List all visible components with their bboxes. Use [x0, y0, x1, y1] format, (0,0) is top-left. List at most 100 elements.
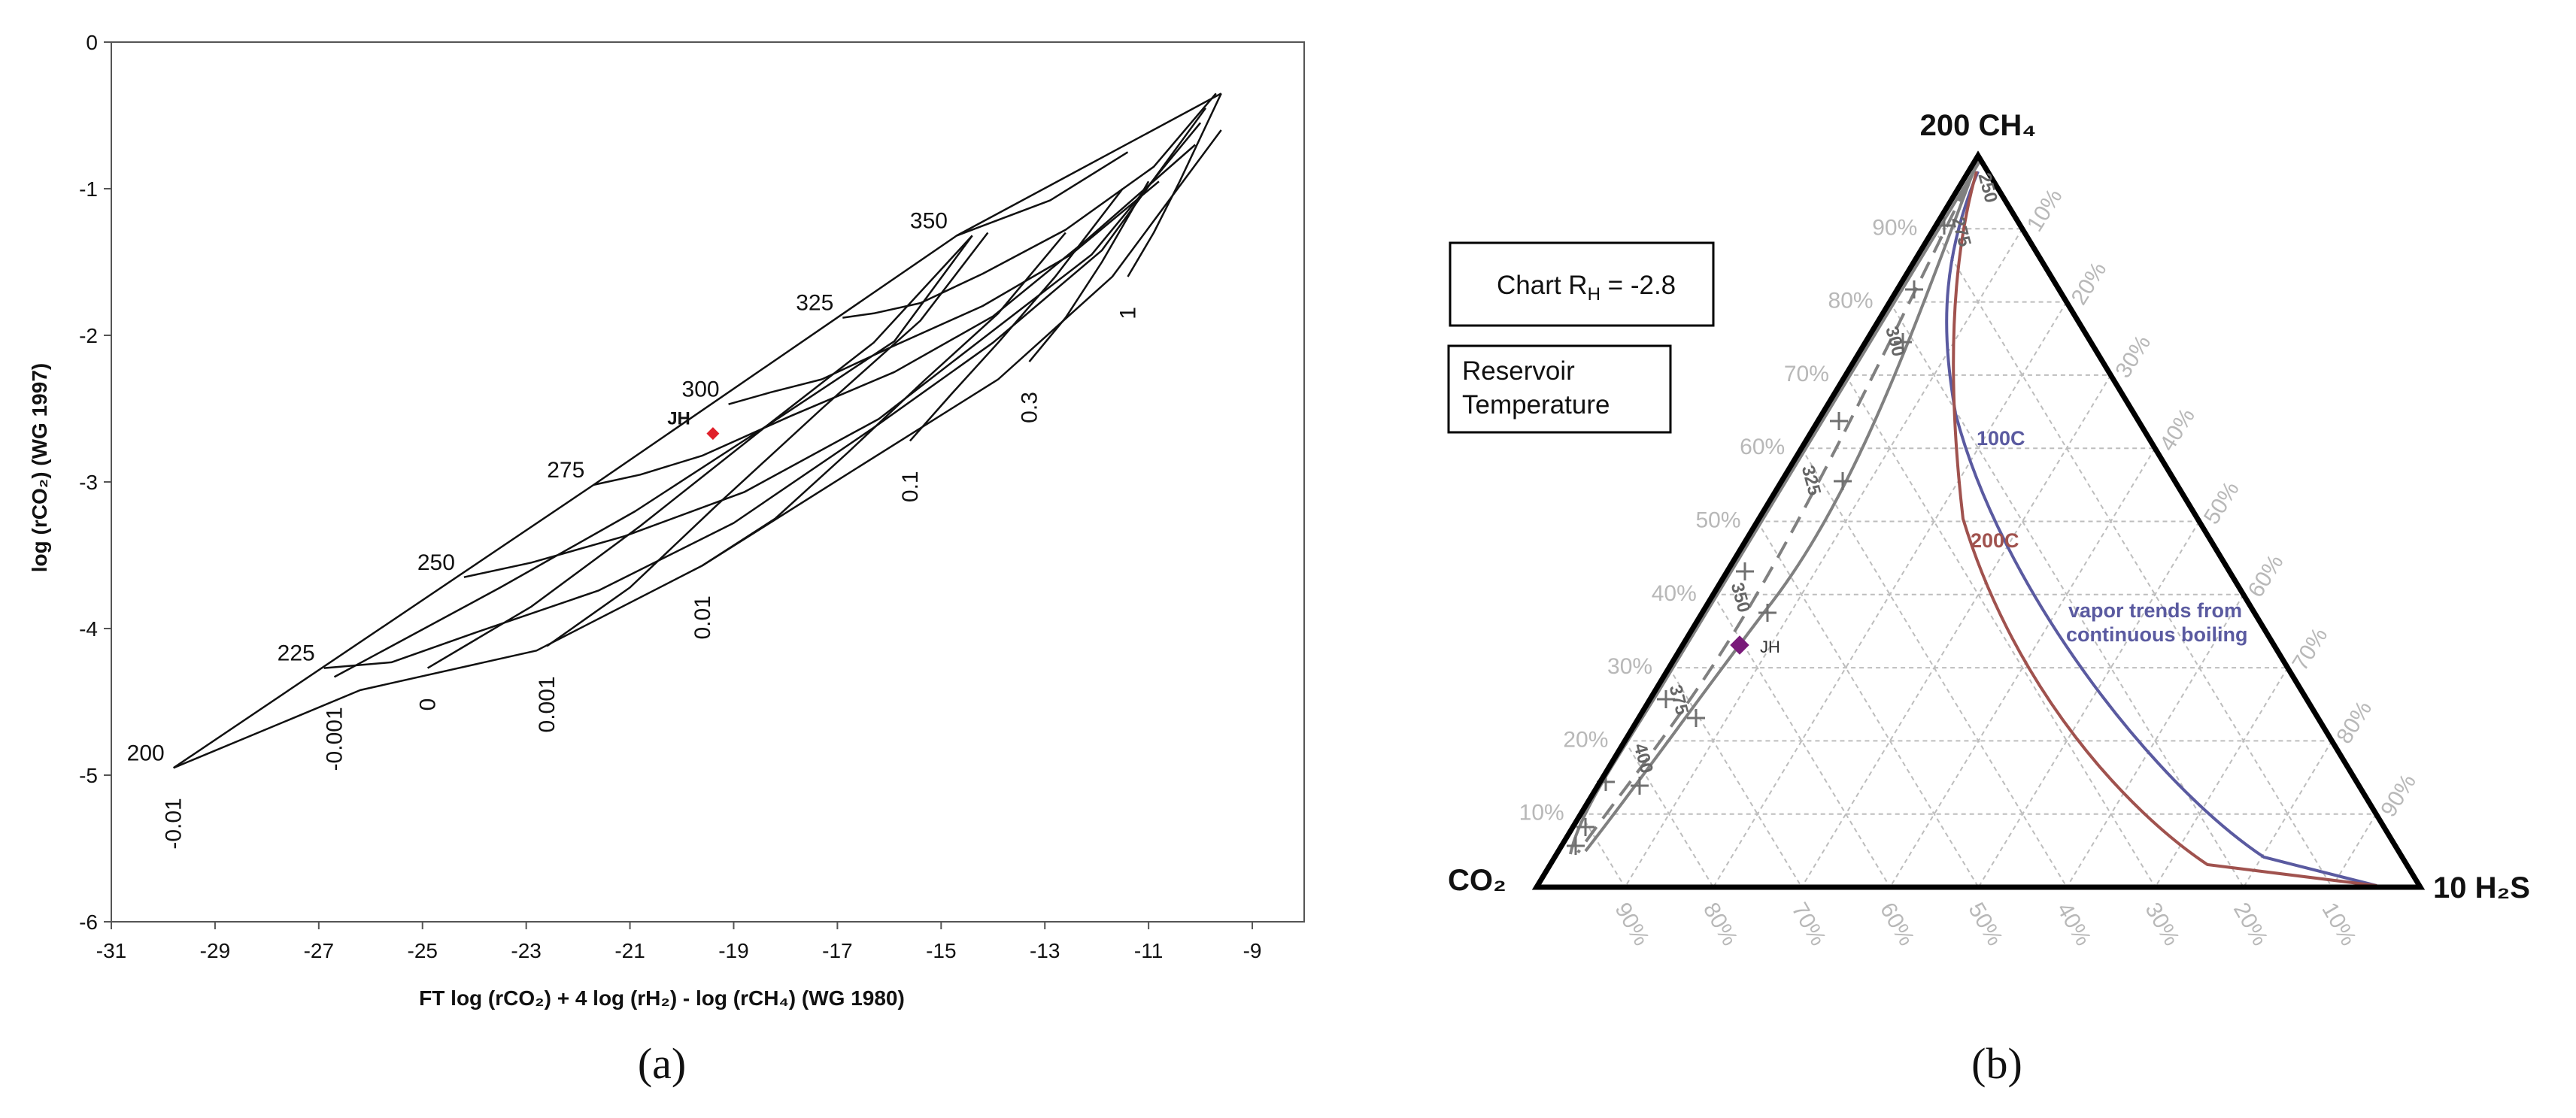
ternary-triangle [1531, 150, 2426, 890]
ratio-label: 0 [416, 698, 441, 711]
x-tick-label: -29 [200, 939, 230, 962]
curve-label-200c: 200C [1971, 529, 2019, 552]
y-tick-label: -4 [79, 617, 98, 641]
bottom-edge-percent-label: 60% [1875, 898, 1919, 950]
ratio-label: 0.01 [690, 595, 715, 639]
left-edge-percent-label: 50% [1695, 508, 1740, 533]
reservoir-temperature-line2: Temperature [1462, 390, 1610, 420]
isotherm-label: 225 [278, 641, 315, 666]
bottom-edge-percent-label: 10% [2317, 898, 2361, 950]
isotherm-label: 200 [127, 741, 165, 765]
ternary-grid-line [2066, 594, 2244, 888]
bottom-edge-percent-label: 90% [1610, 898, 1654, 950]
ratio-line-0.001 [546, 232, 989, 647]
chart-rh-subscript: H [1588, 284, 1601, 304]
reservoir-temperature-markers [1567, 217, 1953, 855]
y-tick-label: -1 [79, 177, 98, 201]
ternary-grid [1579, 228, 2377, 888]
bottom-edge-percent-label: 30% [2140, 898, 2184, 950]
caption-b: (b) [1971, 1039, 2022, 1088]
ratio-label: 0.1 [898, 471, 923, 502]
cross-marker [1830, 412, 1848, 430]
isotherm-label: 300 [682, 377, 720, 402]
bottom-edge-percent-label: 70% [1786, 898, 1831, 950]
left-edge-percent-label: 70% [1784, 362, 1829, 386]
x-tick-label: -23 [511, 939, 541, 962]
y-tick-label: -3 [79, 471, 98, 494]
ratio-line-0.1 [909, 188, 1124, 442]
ternary-grid-line [1977, 520, 2200, 888]
cross-marker [1758, 604, 1776, 622]
right-edge-percent-label: 10% [2022, 185, 2068, 236]
left-edge-percent-label: 30% [1607, 654, 1652, 679]
sample-point-jh [706, 427, 720, 441]
left-edge-percent-label: 20% [1563, 727, 1608, 752]
bottom-edge-percent-label: 20% [2229, 898, 2273, 950]
ternary-grid-line [1801, 374, 2112, 888]
ternary-grid-line [2154, 667, 2289, 888]
vertex-left-label: CO₂ [1448, 864, 1506, 897]
chart-rh-value: = -2.8 [1601, 271, 1676, 300]
ratio-label: -0.01 [162, 798, 187, 849]
x-tick-label: -9 [1243, 939, 1262, 962]
ternary-grid-line [1712, 594, 1891, 888]
cross-marker [1576, 818, 1594, 836]
ternary-grid-line [1756, 520, 1980, 888]
isotherm-250 [463, 122, 1202, 578]
chart-rh-box [1449, 241, 1715, 327]
x-tick-label: -27 [304, 939, 334, 962]
isotherm-350 [956, 151, 1129, 237]
reservoir-temperature-box [1447, 344, 1672, 434]
cross-marker [1657, 690, 1675, 708]
panel-a-chart: 0 -1 -2 -3 -4 -5 -6 -31 -29 -27 -25 -23 -21 -19 -17 -1… [28, 31, 1305, 1010]
isotherm-label: 350 [910, 208, 948, 233]
x-tick-label: -31 [96, 939, 126, 962]
curve-label-100c: 100C [1977, 427, 2025, 450]
ratio-line-0.01 [702, 232, 1067, 567]
x-axis: -31 -29 -27 -25 -23 -21 -19 -17 -15 -13 -11 -9 [96, 922, 1262, 962]
caption-a: (a) [638, 1039, 686, 1088]
right-edge-percent-label: 40% [2155, 404, 2200, 455]
ratio-lines [173, 92, 1222, 769]
isotherm-label: 325 [796, 291, 833, 316]
ratio-label: 1 [1116, 307, 1141, 320]
ternary-grid-line [1624, 228, 2023, 888]
sample-point-group: JH [667, 409, 720, 441]
reservoir-curve-dashed [1576, 159, 1981, 854]
temperature-label: 375 [1665, 683, 1692, 717]
annotation-line2: continuous boiling [2066, 623, 2247, 646]
x-tick-label: -21 [614, 939, 645, 962]
chart-rh-text: Chart RH = -2.8 [1497, 271, 1676, 304]
isotherm-275 [593, 144, 1197, 486]
isotherm-225 [323, 108, 1207, 669]
ternary-grid-line [1933, 228, 2333, 888]
bottom-edge-percent-label: 80% [1698, 898, 1743, 950]
cross-marker [1736, 562, 1754, 580]
cross-marker [1631, 777, 1649, 795]
isotherm-label: 250 [417, 550, 455, 575]
ratio-line--0.001 [333, 235, 973, 678]
x-tick-label: -19 [718, 939, 748, 962]
temperature-label: 350 [1727, 580, 1754, 615]
ratio-label: 0.3 [1018, 392, 1042, 423]
right-edge-percent-label: 50% [2199, 477, 2244, 529]
x-tick-label: -25 [408, 939, 438, 962]
ternary-grid-line [1668, 667, 1803, 888]
x-tick-label: -13 [1030, 939, 1060, 962]
ratio-line-0.3 [1028, 180, 1150, 362]
ratio-line--0.01 [173, 92, 1222, 769]
ternary-grid-line [2331, 814, 2377, 888]
x-tick-label: -17 [822, 939, 852, 962]
reservoir-curve-solid-inner [1584, 159, 1980, 853]
ratio-label: -0.001 [323, 707, 347, 771]
bottom-edge-percent-label: 50% [1963, 898, 2007, 950]
temperature-label: 250 [1974, 171, 2001, 205]
left-edge-percent-label: 90% [1872, 215, 1917, 240]
right-edge-percent-label: 30% [2110, 331, 2156, 382]
y-axis: 0 -1 -2 -3 -4 -5 -6 [79, 31, 111, 934]
ratio-label: 0.001 [535, 676, 560, 732]
isotherm-300 [728, 180, 1160, 405]
ternary-grid-line [1889, 301, 2244, 888]
y-tick-label: -6 [79, 910, 98, 934]
